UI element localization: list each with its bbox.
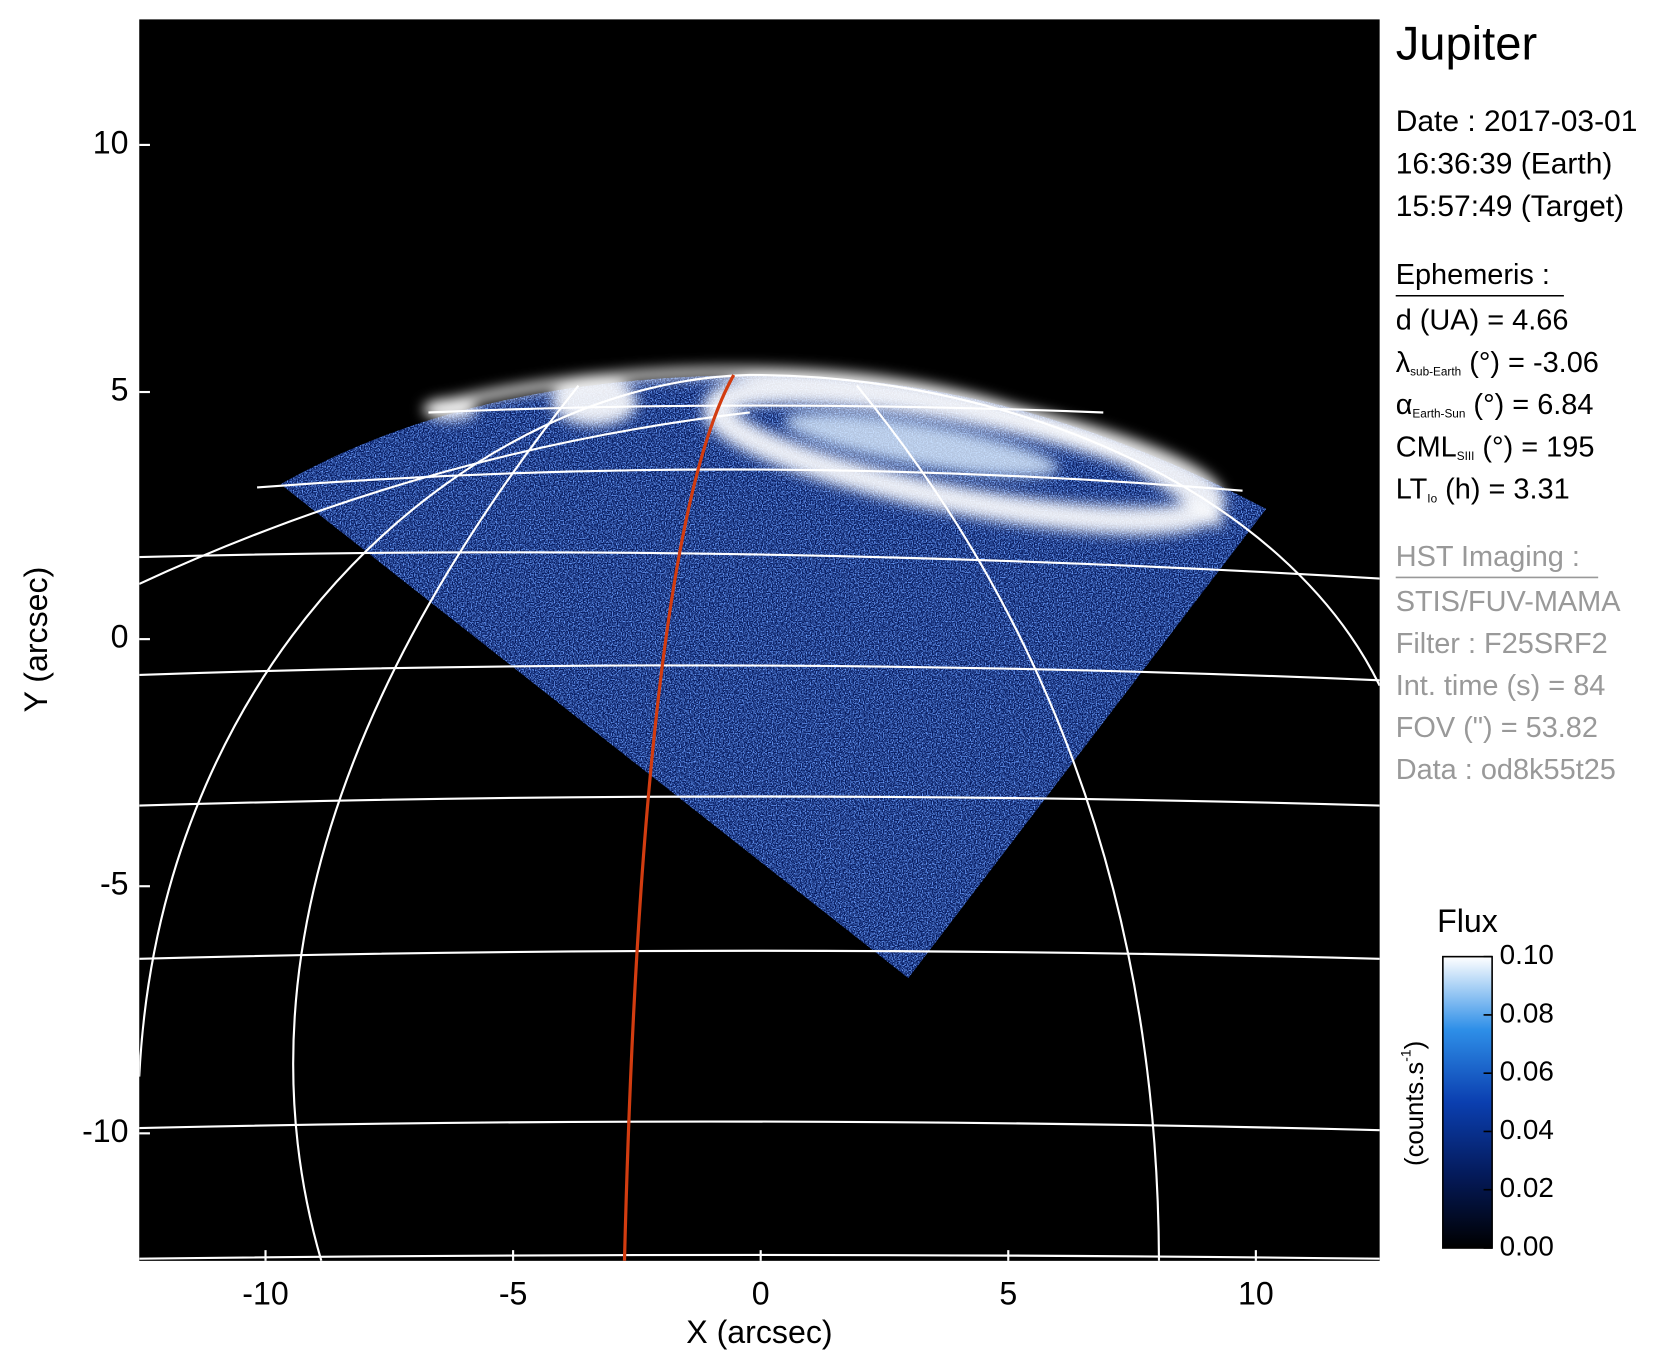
image	[139, 366, 1380, 1261]
ephemeris-rest: (h) = 3.31	[1437, 473, 1570, 505]
colorbar-title: Flux	[1437, 903, 1498, 939]
ephemeris-line: λsub-Earth (°) = -3.06	[1396, 346, 1599, 378]
imaging-heading: HST Imaging :	[1396, 541, 1580, 573]
y-tick-label: 0	[111, 619, 129, 655]
unit-close: )	[1401, 1041, 1429, 1050]
ephemeris-main: λ	[1396, 346, 1411, 378]
colorbar-tick-label: 0.08	[1500, 997, 1554, 1028]
y-tick-label: 5	[111, 372, 129, 408]
date-line: 15:57:49 (Target)	[1396, 190, 1624, 223]
colorbar-tick-label: 0.02	[1500, 1172, 1554, 1203]
y-tick-label: 10	[93, 124, 129, 160]
ephemeris-line: CMLSIII (°) = 195	[1396, 431, 1595, 463]
ephemeris-main: α	[1396, 389, 1413, 421]
imaging-line: Data : od8k55t25	[1396, 754, 1616, 786]
imaging-line: Filter : F25SRF2	[1396, 628, 1608, 660]
ephemeris-line: αEarth-Sun (°) = 6.84	[1396, 389, 1594, 421]
ephemeris-sub: sub-Earth	[1410, 365, 1461, 378]
unit-sup: -1	[1397, 1049, 1413, 1062]
x-tick-label: 0	[752, 1276, 770, 1312]
x-tick-label: 5	[999, 1276, 1017, 1312]
ephemeris-main: d (UA) = 4.66	[1396, 304, 1569, 336]
image-noise	[280, 375, 1267, 979]
imaging-line: STIS/FUV-MAMA	[1396, 586, 1622, 618]
x-axis-label: X (arcsec)	[686, 1314, 832, 1350]
ephemeris-sub: Io	[1427, 492, 1437, 505]
y-tick-label: -10	[82, 1113, 128, 1149]
ephemeris-main: CML	[1396, 431, 1457, 463]
y-tick-label: -5	[100, 866, 129, 902]
ephemeris-main: LT	[1396, 473, 1428, 505]
ephemeris-heading: Ephemeris :	[1396, 259, 1550, 291]
unit-main: (counts.s	[1401, 1062, 1429, 1166]
imaging-line: FOV (") = 53.82	[1396, 712, 1598, 744]
date-line: 16:36:39 (Earth)	[1396, 148, 1613, 181]
ephemeris-sub: SIII	[1457, 450, 1475, 463]
ephemeris-sub: Earth-Sun	[1412, 408, 1465, 421]
imaging-line: Int. time (s) = 84	[1396, 670, 1606, 702]
ephemeris-line: d (UA) = 4.66	[1396, 304, 1569, 336]
colorbar-tick-label: 0.06	[1500, 1056, 1554, 1087]
x-tick-label: -10	[242, 1276, 288, 1312]
colorbar-unit: (counts.s-1)	[1397, 1041, 1429, 1166]
y-axis-label: Y (arcsec)	[18, 567, 54, 713]
planet-grid	[139, 373, 1380, 1261]
ephemeris-line: LTIo (h) = 3.31	[1396, 473, 1570, 505]
ephemeris-rest: (°) = 195	[1474, 431, 1594, 463]
colorbar-tick-label: 0.10	[1500, 939, 1554, 970]
colorbar-tick-label: 0.00	[1500, 1230, 1554, 1261]
x-tick-label: 10	[1238, 1276, 1274, 1312]
central-meridian	[622, 374, 736, 1261]
chart-title: Jupiter	[1396, 17, 1537, 70]
x-tick-label: -5	[499, 1276, 528, 1312]
colorbar-tick-label: 0.04	[1500, 1114, 1554, 1145]
colorbar	[1442, 955, 1493, 1249]
ephemeris-rest: (°) = -3.06	[1461, 346, 1599, 378]
ephemeris-rest: (°) = 6.84	[1465, 389, 1593, 421]
date-line: Date : 2017-03-01	[1396, 105, 1638, 138]
